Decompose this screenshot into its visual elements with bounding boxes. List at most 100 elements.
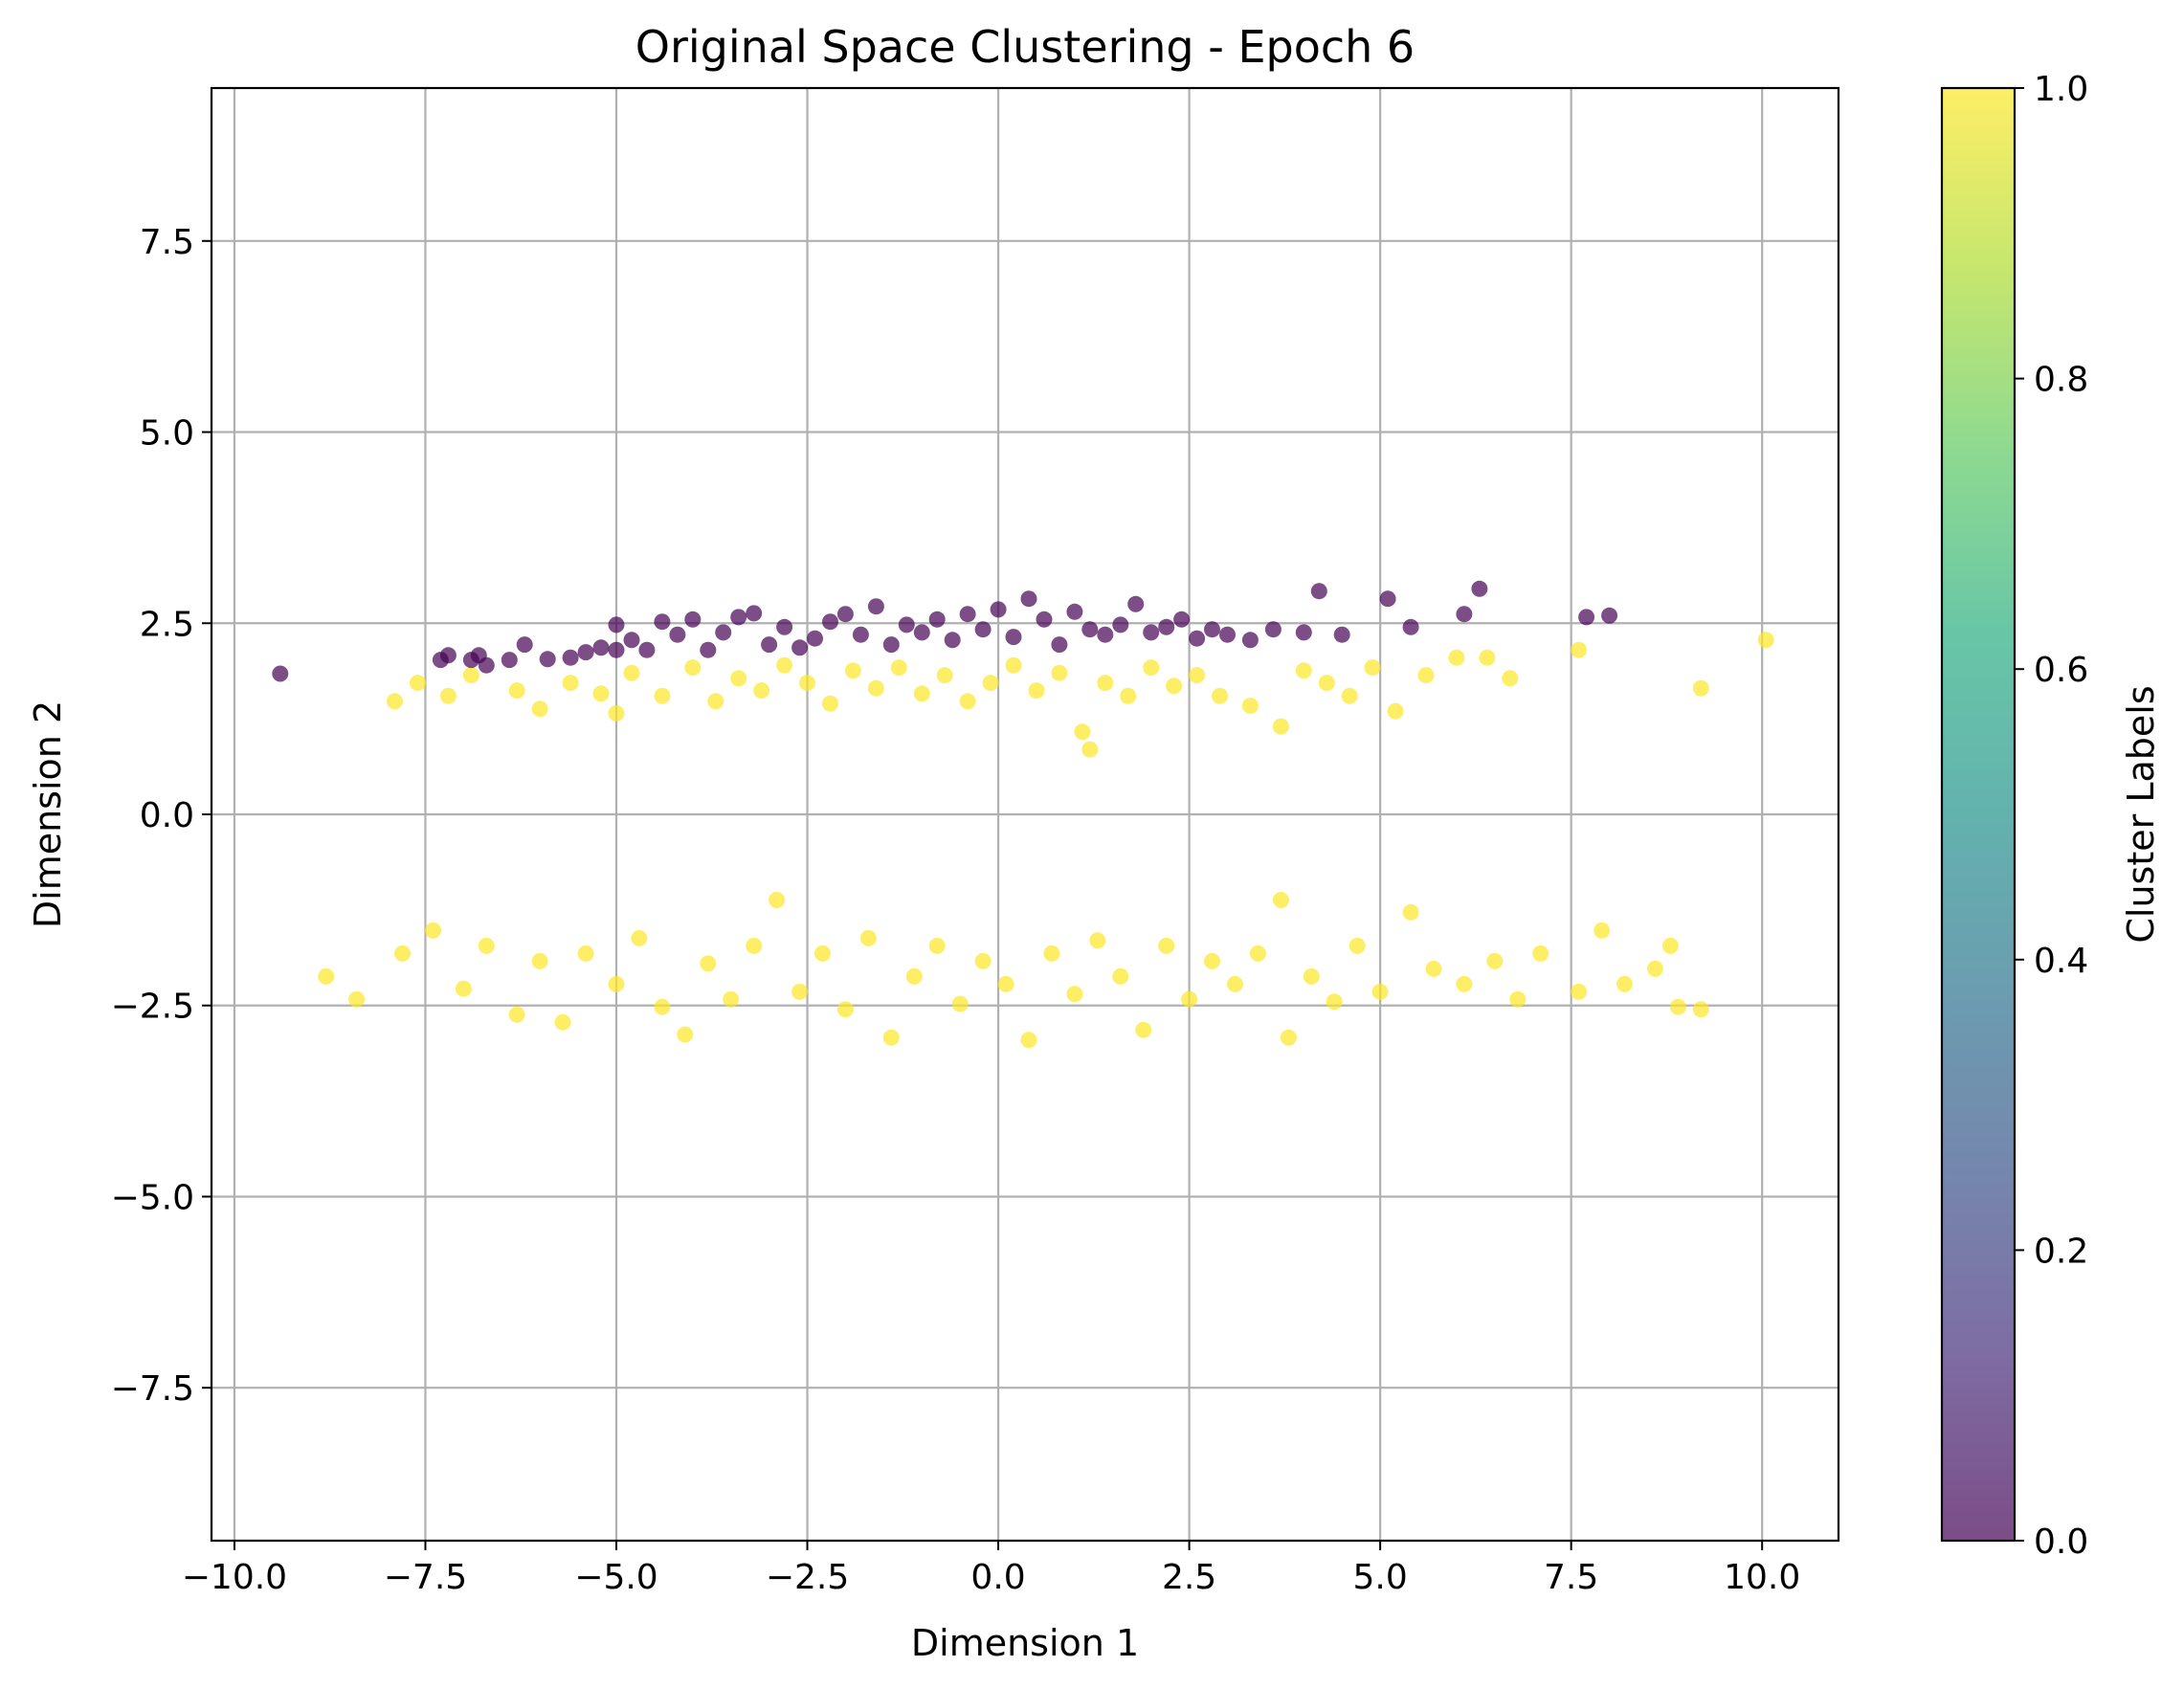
x-tick-label: −7.5 — [384, 1558, 467, 1597]
x-tick-label: −5.0 — [574, 1558, 657, 1597]
data-point-cluster-1 — [1081, 741, 1099, 758]
data-point-cluster-1 — [531, 700, 548, 718]
data-point-cluster-0 — [669, 626, 686, 643]
data-point-cluster-1 — [1158, 937, 1175, 954]
data-point-cluster-1 — [1028, 682, 1045, 700]
data-point-cluster-0 — [592, 639, 610, 656]
data-point-cluster-1 — [1135, 1021, 1152, 1038]
data-point-cluster-1 — [577, 945, 594, 962]
y-axis-ticks: −7.5 −5.0 −2.5 0.0 2.5 5.0 7.5 — [111, 223, 212, 1409]
data-point-cluster-0 — [1189, 630, 1206, 647]
data-point-cluster-1 — [1166, 678, 1183, 695]
colorbar-gradient — [1942, 88, 2015, 1541]
data-point-cluster-1 — [1043, 945, 1060, 962]
data-point-cluster-1 — [753, 682, 770, 700]
data-point-cluster-0 — [1295, 624, 1312, 641]
data-point-cluster-1 — [462, 667, 479, 684]
data-point-cluster-1 — [439, 687, 457, 704]
data-point-cluster-1 — [1479, 649, 1496, 666]
data-point-cluster-0 — [272, 665, 289, 682]
data-point-cluster-1 — [974, 952, 992, 969]
data-point-cluster-1 — [1005, 656, 1022, 674]
data-point-cluster-1 — [936, 667, 953, 684]
data-point-cluster-0 — [562, 649, 579, 666]
data-point-cluster-1 — [1371, 983, 1389, 1000]
data-point-cluster-1 — [776, 656, 793, 674]
data-point-cluster-0 — [944, 632, 961, 649]
x-tick-label: 2.5 — [1162, 1558, 1216, 1597]
y-tick-label: 5.0 — [140, 414, 194, 454]
data-point-cluster-1 — [1616, 975, 1633, 992]
data-point-cluster-1 — [608, 705, 625, 722]
data-point-cluster-0 — [539, 651, 556, 668]
data-point-cluster-1 — [769, 892, 786, 908]
data-point-cluster-0 — [807, 630, 823, 647]
data-point-cluster-1 — [531, 952, 548, 969]
data-point-cluster-1 — [1456, 975, 1473, 992]
data-point-cluster-1 — [1189, 667, 1206, 684]
data-point-cluster-0 — [898, 616, 915, 633]
data-point-cluster-1 — [592, 685, 610, 702]
data-point-cluster-1 — [1112, 967, 1129, 985]
data-point-cluster-1 — [1212, 687, 1228, 704]
data-point-cluster-0 — [1241, 632, 1259, 649]
data-point-cluster-1 — [608, 975, 625, 992]
data-point-cluster-1 — [959, 693, 976, 710]
data-point-cluster-0 — [1173, 611, 1191, 628]
data-point-cluster-0 — [1036, 611, 1053, 628]
data-point-cluster-1 — [822, 695, 838, 712]
data-point-cluster-1 — [387, 693, 403, 710]
y-tick-label: −5.0 — [111, 1178, 194, 1217]
colorbar-tick-label: 0.6 — [2034, 651, 2088, 690]
data-point-cluster-0 — [439, 647, 457, 664]
data-point-cluster-0 — [715, 624, 732, 641]
data-point-cluster-1 — [1227, 975, 1243, 992]
data-point-cluster-0 — [1456, 606, 1473, 623]
data-point-cluster-1 — [1020, 1032, 1037, 1049]
y-tick-label: 0.0 — [140, 796, 194, 835]
data-point-cluster-0 — [852, 626, 869, 643]
data-point-cluster-1 — [1051, 664, 1068, 681]
data-point-cluster-0 — [1066, 603, 1083, 620]
data-point-cluster-1 — [1402, 903, 1419, 921]
data-point-cluster-0 — [776, 618, 793, 635]
data-point-cluster-0 — [608, 616, 625, 633]
data-point-cluster-1 — [905, 967, 923, 985]
data-point-cluster-0 — [1005, 629, 1022, 646]
data-point-cluster-1 — [859, 929, 877, 946]
data-point-cluster-1 — [723, 990, 740, 1008]
data-point-cluster-0 — [1471, 580, 1488, 597]
data-point-cluster-0 — [1402, 618, 1419, 635]
data-point-cluster-1 — [1661, 937, 1679, 954]
data-point-cluster-0 — [1020, 590, 1037, 608]
data-point-cluster-0 — [867, 598, 884, 615]
data-point-cluster-1 — [554, 1013, 571, 1031]
data-point-cluster-1 — [1120, 687, 1137, 704]
data-point-cluster-1 — [791, 983, 809, 1000]
data-point-cluster-1 — [1509, 990, 1527, 1008]
chart-title: Original Space Clustering - Epoch 6 — [635, 21, 1415, 73]
grid-lines — [212, 88, 1839, 1541]
x-tick-label: −2.5 — [766, 1558, 849, 1597]
data-point-cluster-1 — [1348, 937, 1366, 954]
data-point-cluster-1 — [1143, 659, 1160, 677]
data-point-cluster-1 — [1181, 990, 1198, 1008]
data-point-cluster-1 — [844, 662, 861, 679]
data-point-cluster-1 — [1295, 662, 1312, 679]
colorbar-tick-label: 0.2 — [2034, 1232, 2088, 1271]
data-point-cluster-1 — [1364, 659, 1381, 677]
data-point-cluster-1 — [1089, 932, 1106, 949]
data-point-cluster-1 — [1272, 892, 1289, 908]
data-point-cluster-0 — [746, 605, 763, 622]
data-point-cluster-1 — [1326, 993, 1343, 1011]
data-point-cluster-1 — [799, 675, 815, 692]
data-point-cluster-0 — [761, 636, 778, 654]
data-point-cluster-0 — [608, 641, 625, 658]
colorbar-tick-label: 1.0 — [2034, 70, 2088, 109]
data-point-cluster-0 — [1051, 636, 1068, 654]
data-point-cluster-1 — [1669, 998, 1686, 1015]
data-point-cluster-0 — [1310, 583, 1327, 600]
colorbar-tick-label: 0.0 — [2034, 1522, 2088, 1562]
x-tick-label: 5.0 — [1352, 1558, 1407, 1597]
x-tick-label: 7.5 — [1544, 1558, 1598, 1597]
